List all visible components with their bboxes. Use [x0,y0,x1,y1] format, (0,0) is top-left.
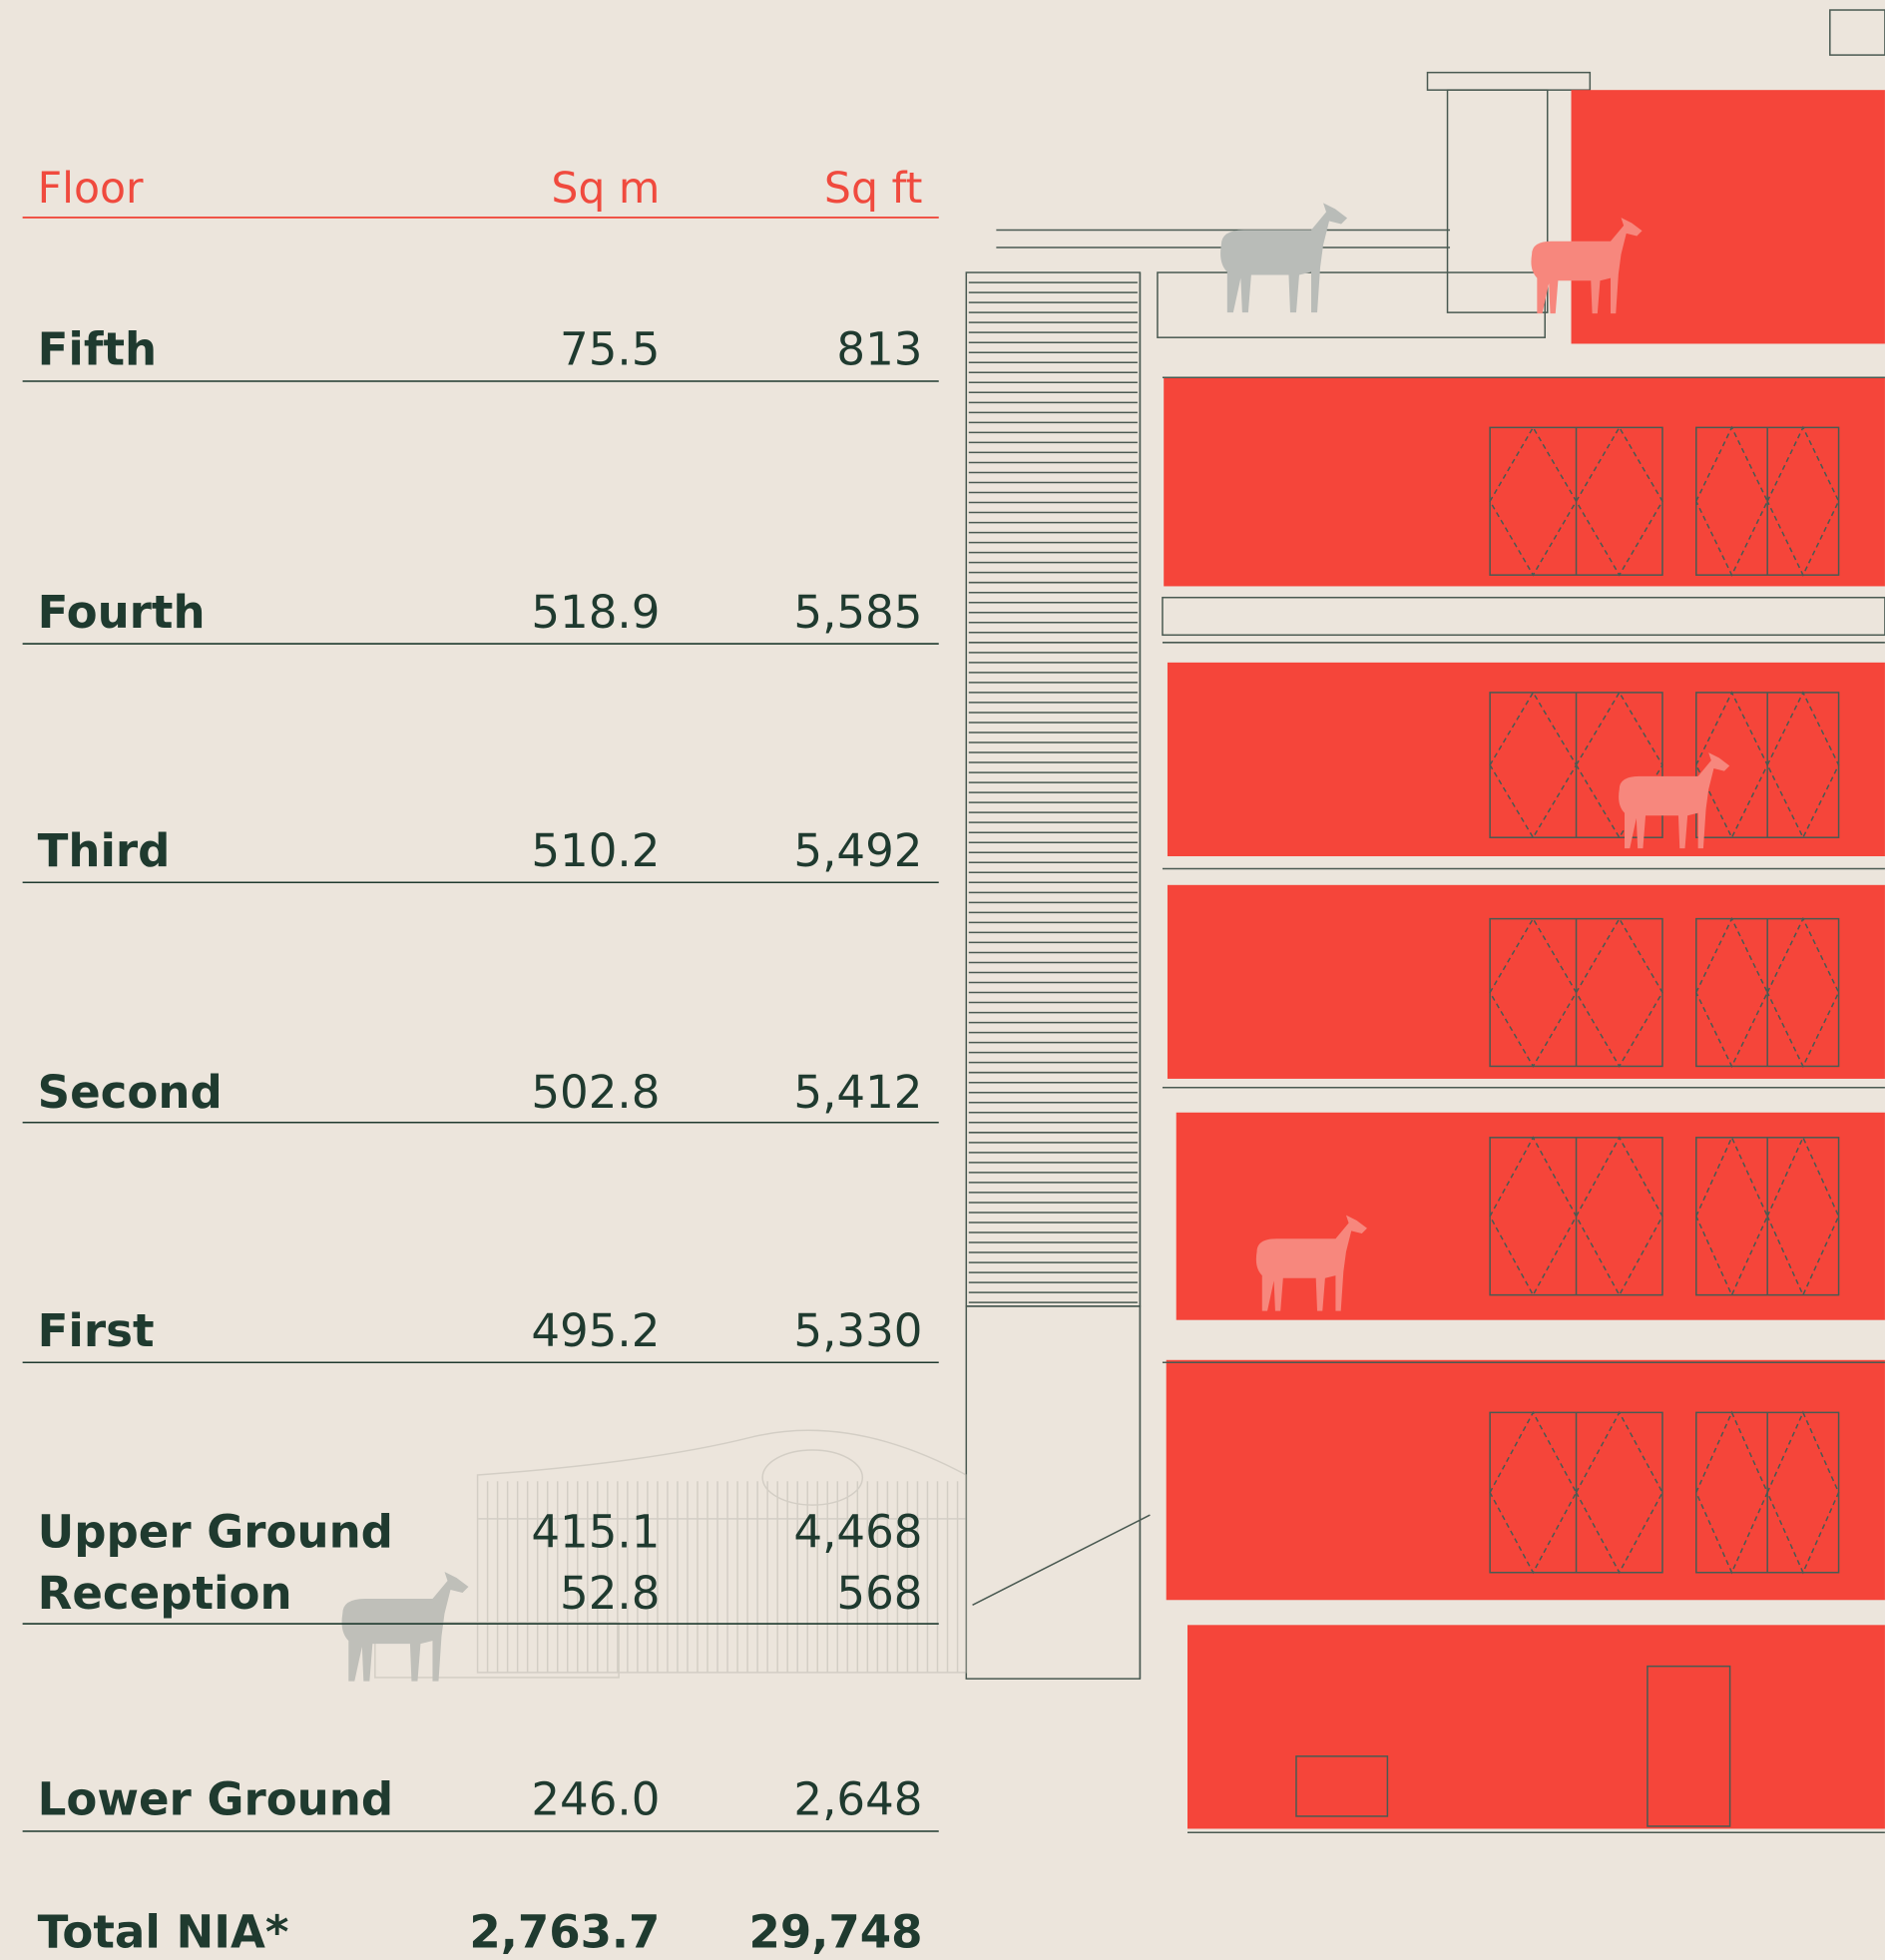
header-cell: Sq ft [824,164,923,214]
floor-label: Fifth [38,323,158,376]
sqm-cell: 246.0 [531,1773,660,1826]
floor-label: Lower Ground [38,1773,394,1826]
sqm-cell: 495.2 [531,1304,660,1357]
sqft-cell: 813 [836,323,922,376]
floor-label: Second [38,1066,223,1119]
roof-box [1830,10,1885,55]
gate-crest [762,1450,862,1505]
sqm-cell: 415.1 [531,1506,660,1559]
page: Floor areas html, body { margin: 0; padd… [0,0,1885,1960]
header-cell: Sq m [551,164,660,214]
floor-block [1168,885,1885,1079]
sqm-cell: 510.2 [531,824,660,877]
goat-figure [1220,203,1347,312]
entrance [966,1306,1140,1679]
total-cell: 29,748 [749,1905,923,1958]
area-table: Floor Sq m Sq ft Fifth 75.5 813 Fourth 518.9… [23,164,939,1959]
table-rows: Fifth 75.5 813 Fourth 518.9 5,585 Third 510.2 5,… [23,323,939,1831]
total-cell: 2,763.7 [469,1905,660,1958]
floor-label: Third [38,824,171,877]
sqft-cell: 5,585 [793,586,922,639]
floor-label: Fourth [38,586,206,639]
total-label: Total NIA* [38,1905,289,1958]
sqm-cell: 502.8 [531,1066,660,1119]
goat-figure [342,1572,469,1682]
sqm-cell: 52.8 [560,1567,660,1620]
floor-block [1572,90,1885,343]
goat [342,1572,469,1682]
roof-cap [1427,73,1590,91]
floor-label: Upper Ground [38,1506,393,1559]
header-cell: Floor [38,164,144,214]
floor-block [1167,1360,1885,1600]
building-elevation [342,10,1885,1832]
goat [1220,203,1347,312]
sqft-cell: 568 [836,1567,922,1620]
page-canvas: Floor Sq m Sq ft Fifth 75.5 813 Fourth 518.9… [0,0,1885,1960]
sqft-cell: 2,648 [793,1773,922,1826]
sqft-cell: 5,330 [793,1304,922,1357]
sqft-cell: 5,492 [793,824,922,877]
floor-block [1187,1625,1885,1828]
sqm-cell: 518.9 [531,586,660,639]
sqft-cell: 4,468 [793,1506,922,1559]
sqm-cell: 75.5 [560,323,660,376]
roof-column [1448,90,1548,312]
floor-label: Reception [38,1567,292,1620]
floor-label: First [38,1304,155,1357]
terrace [1158,272,1545,337]
balustrade [1163,598,1885,636]
sqft-cell: 5,412 [793,1066,922,1119]
stair-core [966,272,1140,1306]
body: {"table": { "header": ["Floor", "Sq m", … [0,0,1885,1960]
windows [1163,377,1885,1826]
ramp [973,1515,1151,1605]
